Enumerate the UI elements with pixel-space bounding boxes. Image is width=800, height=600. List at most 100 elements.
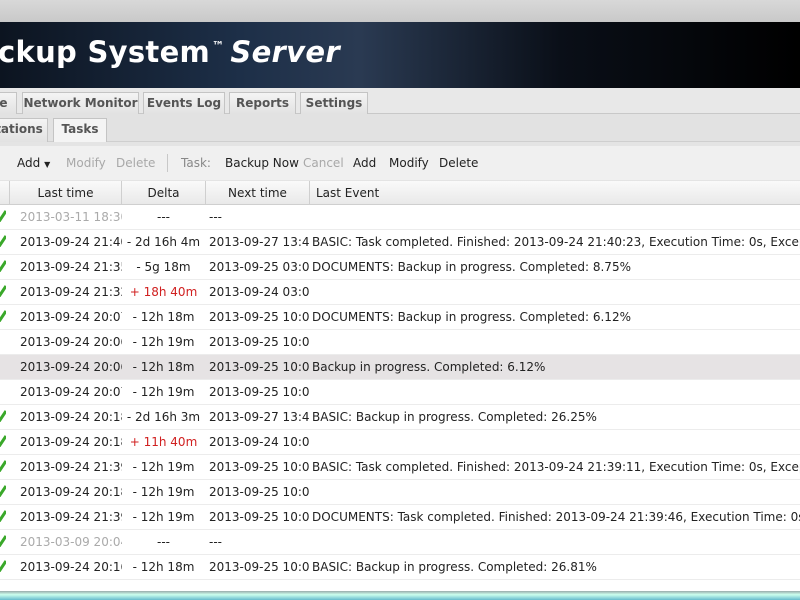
table-row[interactable]: 2013-09-24 20:06 - 12h 19m 2013-09-25 10:0…: [0, 330, 800, 355]
next-time-cell: 2013-09-25 10:00: [209, 385, 309, 399]
dropdown-arrow-icon: ▼: [44, 160, 51, 169]
column-header-delta[interactable]: Delta: [122, 181, 206, 205]
delta-cell: - 5g 18m: [136, 260, 191, 274]
last-time-cell: 2013-09-24 20:18: [20, 410, 122, 424]
table-row[interactable]: 2013-09-24 20:18 - 2d 16h 3m 2013-09-27 13…: [0, 405, 800, 430]
table-row[interactable]: 2013-09-24 20:06 - 12h 18m 2013-09-25 10:0…: [0, 355, 800, 380]
modify-button[interactable]: Modify: [66, 156, 106, 170]
subtab-tasks[interactable]: Tasks: [53, 118, 107, 142]
tab-reports[interactable]: Reports: [229, 92, 296, 114]
last-event-cell: DOCUMENTS: Task completed. Finished: 201…: [312, 510, 800, 524]
last-time-cell: 2013-09-24 20:18: [20, 435, 122, 449]
next-time-cell: 2013-09-25 10:00: [209, 560, 309, 574]
delta-cell: - 12h 19m: [132, 460, 195, 474]
next-time-cell: 2013-09-27 13:45: [209, 235, 309, 249]
delta-cell: + 11h 40m: [129, 435, 198, 449]
column-header-last-event[interactable]: Last Event: [316, 186, 380, 200]
table-row[interactable]: 2013-09-24 20:07 - 12h 19m 2013-09-25 10:0…: [0, 380, 800, 405]
table-row[interactable]: 2013-09-24 21:39 - 12h 19m 2013-09-25 10:0…: [0, 505, 800, 530]
table-row[interactable]: 2013-09-24 20:16 - 12h 18m 2013-09-25 10:0…: [0, 555, 800, 580]
task-add-button[interactable]: Add: [353, 156, 377, 170]
next-time-cell: ---: [209, 210, 222, 224]
toolbar-separator: [167, 154, 168, 172]
tab-network-monitor[interactable]: Network Monitor: [22, 92, 139, 114]
task-delete-button[interactable]: Delete: [439, 156, 479, 170]
next-time-cell: 2013-09-25 10:00: [209, 360, 309, 374]
check-icon: [0, 510, 6, 522]
next-time-cell: 2013-09-24 03:00: [209, 285, 309, 299]
check-icon: [0, 210, 6, 222]
task-modify-button[interactable]: Modify: [389, 156, 429, 170]
delete-button[interactable]: Delete: [116, 156, 156, 170]
last-time-cell: 2013-03-11 18:30: [20, 210, 122, 224]
delta-cell: + 18h 40m: [129, 285, 198, 299]
table-row[interactable]: 2013-09-24 21:40 - 2d 16h 4m 2013-09-27 13…: [0, 230, 800, 255]
last-event-cell: Backup in progress. Completed: 6.12%: [312, 360, 546, 374]
table-row[interactable]: 2013-09-24 21:35 - 5g 18m 2013-09-25 03:00…: [0, 255, 800, 280]
table-row[interactable]: 2013-09-24 21:32 + 18h 40m 2013-09-24 03:0…: [0, 280, 800, 305]
column-header-last-time[interactable]: Last time: [10, 181, 122, 205]
last-event-cell: BASIC: Task completed. Finished: 2013-09…: [312, 460, 800, 474]
last-event-cell: DOCUMENTS: Backup in progress. Completed…: [312, 260, 631, 274]
status-empty-icon: [0, 385, 6, 397]
check-icon: [0, 235, 6, 247]
delta-cell: ---: [157, 210, 170, 224]
table-row[interactable]: 2013-09-24 21:39 - 12h 19m 2013-09-25 10:0…: [0, 455, 800, 480]
delta-cell: - 12h 19m: [132, 385, 195, 399]
next-time-cell: 2013-09-25 10:00: [209, 460, 309, 474]
table-row[interactable]: 2013-09-24 20:07 - 12h 18m 2013-09-25 10:0…: [0, 305, 800, 330]
table-row[interactable]: 2013-09-24 20:18 + 11h 40m 2013-09-24 10:0…: [0, 430, 800, 455]
cancel-button[interactable]: Cancel: [303, 156, 344, 170]
check-icon: [0, 460, 6, 472]
table-header: Last time Delta Next time Last Event: [0, 181, 800, 205]
task-label: Task:: [181, 156, 211, 170]
table-row[interactable]: 2013-09-24 20:18 - 12h 19m 2013-09-25 10:0…: [0, 480, 800, 505]
last-event-cell: BASIC: Task completed. Finished: 2013-09…: [312, 235, 800, 249]
next-time-cell: 2013-09-25 10:00: [209, 335, 309, 349]
column-header-next-time[interactable]: Next time: [206, 181, 310, 205]
check-icon: [0, 560, 6, 572]
check-icon: [0, 535, 6, 547]
check-icon: [0, 485, 6, 497]
check-icon: [0, 285, 6, 297]
last-event-cell: BASIC: Backup in progress. Completed: 26…: [312, 560, 597, 574]
app-banner: ckup System ™ Server: [0, 22, 800, 94]
delta-cell: ---: [157, 535, 170, 549]
add-button[interactable]: Add ▼: [17, 156, 51, 170]
last-time-cell: 2013-09-24 20:07: [20, 385, 122, 399]
delta-cell: - 12h 19m: [132, 485, 195, 499]
last-time-cell: 2013-03-09 20:04: [20, 535, 122, 549]
window-top-strip: [0, 0, 800, 22]
delta-cell: - 12h 18m: [132, 360, 195, 374]
last-time-cell: 2013-09-24 21:35: [20, 260, 122, 274]
tab-events-log[interactable]: Events Log: [143, 92, 225, 114]
backup-now-button[interactable]: Backup Now: [225, 156, 299, 170]
last-time-cell: 2013-09-24 21:32: [20, 285, 122, 299]
table-row[interactable]: 2013-03-11 18:30 --- ---: [0, 205, 800, 230]
last-time-cell: 2013-09-24 20:06: [20, 335, 122, 349]
status-empty-icon: [0, 335, 6, 347]
delta-cell: - 2d 16h 4m: [126, 235, 201, 249]
next-time-cell: 2013-09-27 13:45: [209, 410, 309, 424]
next-time-cell: ---: [209, 535, 222, 549]
last-time-cell: 2013-09-24 20:06: [20, 360, 122, 374]
tasks-table: Last time Delta Next time Last Event 201…: [0, 181, 800, 591]
table-row[interactable]: 2013-03-09 20:04 --- ---: [0, 530, 800, 555]
next-time-cell: 2013-09-25 10:00: [209, 310, 309, 324]
last-time-cell: 2013-09-24 21:40: [20, 235, 122, 249]
next-time-cell: 2013-09-25 10:00: [209, 510, 309, 524]
next-time-cell: 2013-09-24 10:00: [209, 435, 309, 449]
status-empty-icon: [0, 360, 6, 372]
last-time-cell: 2013-09-24 20:07: [20, 310, 122, 324]
subtab-stations[interactable]: tations: [0, 118, 48, 142]
delta-cell: - 2d 16h 3m: [126, 410, 201, 424]
toolbar: Add ▼ Modify Delete Task: Backup Now Can…: [0, 146, 800, 180]
status-column-header[interactable]: [0, 181, 10, 205]
last-event-cell: BASIC: Backup in progress. Completed: 26…: [312, 410, 597, 424]
delta-cell: - 12h 18m: [132, 560, 195, 574]
last-time-cell: 2013-09-24 21:39: [20, 510, 122, 524]
main-tabs: e Network Monitor Events Log Reports Set…: [0, 88, 800, 114]
tab-settings[interactable]: Settings: [300, 92, 368, 114]
delta-cell: - 12h 18m: [132, 310, 195, 324]
tab-first[interactable]: e: [0, 92, 17, 114]
